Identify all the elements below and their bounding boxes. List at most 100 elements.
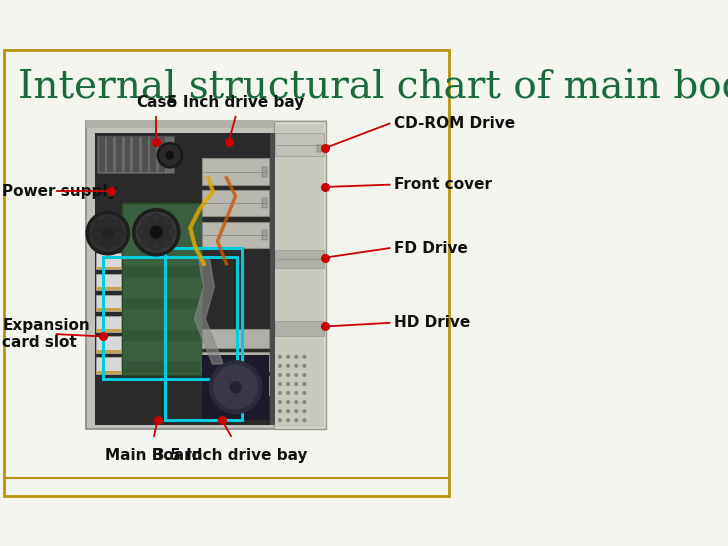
Circle shape xyxy=(287,419,290,422)
FancyBboxPatch shape xyxy=(151,136,157,173)
FancyBboxPatch shape xyxy=(202,222,269,248)
Circle shape xyxy=(86,211,130,255)
Text: Main Board: Main Board xyxy=(106,448,202,464)
Circle shape xyxy=(141,217,155,231)
Circle shape xyxy=(95,220,106,231)
FancyBboxPatch shape xyxy=(122,203,202,375)
FancyBboxPatch shape xyxy=(86,120,274,128)
Circle shape xyxy=(295,373,298,376)
FancyBboxPatch shape xyxy=(97,288,122,290)
Circle shape xyxy=(279,391,281,394)
Circle shape xyxy=(287,383,290,385)
Circle shape xyxy=(287,355,290,358)
Circle shape xyxy=(160,145,180,165)
FancyBboxPatch shape xyxy=(133,136,139,173)
Text: HD Drive: HD Drive xyxy=(394,316,470,330)
Circle shape xyxy=(303,401,306,403)
Circle shape xyxy=(103,217,114,228)
Circle shape xyxy=(92,228,103,239)
FancyBboxPatch shape xyxy=(262,198,267,208)
Circle shape xyxy=(303,391,306,394)
Circle shape xyxy=(149,213,163,227)
FancyBboxPatch shape xyxy=(202,376,269,395)
Circle shape xyxy=(279,410,281,413)
FancyBboxPatch shape xyxy=(317,145,322,152)
Circle shape xyxy=(149,237,163,251)
Circle shape xyxy=(303,383,306,385)
FancyBboxPatch shape xyxy=(123,330,200,341)
FancyBboxPatch shape xyxy=(159,136,165,173)
Circle shape xyxy=(95,235,106,246)
FancyBboxPatch shape xyxy=(97,329,122,332)
FancyBboxPatch shape xyxy=(277,123,324,427)
FancyBboxPatch shape xyxy=(202,158,269,185)
Circle shape xyxy=(295,401,298,403)
Text: 5 Inch drive bay: 5 Inch drive bay xyxy=(167,95,304,110)
Circle shape xyxy=(166,152,173,159)
FancyBboxPatch shape xyxy=(123,361,200,373)
FancyBboxPatch shape xyxy=(275,321,325,336)
FancyBboxPatch shape xyxy=(97,308,122,311)
Circle shape xyxy=(295,383,298,385)
Circle shape xyxy=(138,225,151,239)
FancyBboxPatch shape xyxy=(274,121,326,429)
FancyBboxPatch shape xyxy=(97,316,122,332)
Circle shape xyxy=(279,419,281,422)
FancyBboxPatch shape xyxy=(97,336,122,353)
Circle shape xyxy=(279,355,281,358)
Text: FD Drive: FD Drive xyxy=(394,241,468,256)
Circle shape xyxy=(295,391,298,394)
Circle shape xyxy=(295,355,298,358)
FancyBboxPatch shape xyxy=(97,357,122,373)
Circle shape xyxy=(295,419,298,422)
Circle shape xyxy=(279,373,281,376)
Circle shape xyxy=(158,217,171,231)
Circle shape xyxy=(295,410,298,413)
Circle shape xyxy=(110,220,121,231)
Circle shape xyxy=(279,401,281,403)
FancyBboxPatch shape xyxy=(275,251,325,269)
FancyBboxPatch shape xyxy=(95,133,269,425)
Circle shape xyxy=(287,373,290,376)
FancyBboxPatch shape xyxy=(97,350,122,353)
Text: Internal structural chart of main body: Internal structural chart of main body xyxy=(18,69,728,107)
Circle shape xyxy=(287,365,290,367)
Text: CD-ROM Drive: CD-ROM Drive xyxy=(394,116,515,131)
Circle shape xyxy=(114,228,124,239)
Text: Case: Case xyxy=(136,95,177,110)
Circle shape xyxy=(136,212,176,252)
FancyBboxPatch shape xyxy=(202,190,269,216)
Circle shape xyxy=(132,209,180,256)
FancyBboxPatch shape xyxy=(97,253,122,269)
Circle shape xyxy=(295,365,298,367)
Text: 3.5 Inch drive bay: 3.5 Inch drive bay xyxy=(154,448,308,464)
Circle shape xyxy=(157,143,183,168)
FancyBboxPatch shape xyxy=(97,371,122,373)
Text: Power supply: Power supply xyxy=(2,184,118,199)
FancyBboxPatch shape xyxy=(97,274,122,290)
FancyBboxPatch shape xyxy=(262,230,267,240)
FancyBboxPatch shape xyxy=(97,295,122,311)
FancyBboxPatch shape xyxy=(107,136,114,173)
FancyBboxPatch shape xyxy=(97,266,122,269)
Circle shape xyxy=(103,239,114,250)
Circle shape xyxy=(141,234,155,247)
FancyBboxPatch shape xyxy=(123,266,200,277)
Circle shape xyxy=(103,228,114,239)
Circle shape xyxy=(158,234,171,247)
Circle shape xyxy=(230,382,241,393)
Circle shape xyxy=(303,410,306,413)
FancyBboxPatch shape xyxy=(269,133,275,425)
FancyBboxPatch shape xyxy=(202,352,269,371)
FancyBboxPatch shape xyxy=(262,167,267,176)
FancyBboxPatch shape xyxy=(275,133,325,156)
Circle shape xyxy=(303,355,306,358)
Circle shape xyxy=(214,365,257,409)
Circle shape xyxy=(303,419,306,422)
FancyBboxPatch shape xyxy=(116,136,122,173)
FancyBboxPatch shape xyxy=(202,354,269,420)
Circle shape xyxy=(287,401,290,403)
Circle shape xyxy=(287,391,290,394)
FancyBboxPatch shape xyxy=(142,136,148,173)
Circle shape xyxy=(162,225,175,239)
